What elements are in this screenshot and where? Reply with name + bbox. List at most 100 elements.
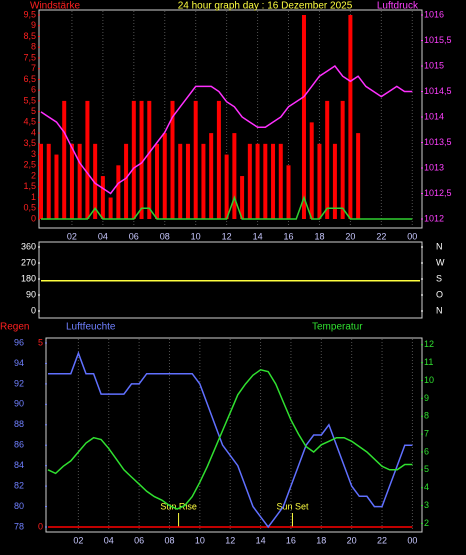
y-tick-label: 2 [31, 170, 36, 180]
y2-tick-label: 10 [424, 375, 434, 385]
x-tick-label: 12 [222, 231, 232, 241]
y3-tick-label: 5 [38, 337, 43, 347]
y-tick-label: 2,5 [23, 160, 36, 170]
wind-gust-bar [116, 165, 121, 219]
wind-gust-bar [255, 143, 260, 219]
y-tick-label: 6,5 [23, 74, 36, 84]
wind-gust-bar [325, 100, 330, 219]
y-tick-label: 6 [31, 85, 36, 95]
y2-tick-label: 1012,5 [424, 188, 452, 198]
y2-tick-label: 1013,5 [424, 137, 452, 147]
wind-gust-bar [54, 154, 59, 219]
x-tick-label: 02 [67, 231, 77, 241]
y-tick-label: 8 [31, 42, 36, 52]
y3-tick-label: 0 [38, 521, 43, 531]
y-tick-label: 88 [14, 419, 24, 429]
wind-gust-bar [124, 143, 129, 219]
y2-tick-label: 1014,5 [424, 86, 452, 96]
y2-tick-label: 1015 [424, 60, 444, 70]
y-tick-label: 0 [31, 213, 36, 223]
x-tick-label: 06 [134, 535, 144, 545]
y-tick-label: 360 [21, 241, 36, 251]
wind-gust-bar [108, 197, 113, 219]
wind-gust-bar [193, 100, 198, 219]
x-tick-label: 02 [73, 535, 83, 545]
y2-tick-label: 9 [424, 393, 429, 403]
y-tick-label: 1,5 [23, 181, 36, 191]
y-tick-label: 94 [14, 358, 24, 368]
wind-gust-bar [271, 143, 276, 219]
panel-label: Temperatur [312, 322, 363, 333]
wind-gust-bar [155, 143, 160, 219]
plot-frame [38, 9, 423, 229]
x-tick-label: 04 [104, 535, 114, 545]
series-line [47, 368, 413, 510]
wind-gust-bar [201, 143, 206, 219]
wind-gust-bar [224, 154, 229, 219]
y-tick-label: 5 [31, 106, 36, 116]
panel-label: Windstärke [30, 1, 80, 12]
panel-label: Regen [0, 322, 29, 333]
x-tick-label: 22 [376, 231, 386, 241]
y-tick-label: 180 [21, 273, 36, 283]
y2-tick-label: N [436, 305, 443, 315]
wind-gust-bar [216, 100, 221, 219]
wind-gust-bar [278, 143, 283, 219]
x-tick-label: 16 [284, 231, 294, 241]
x-tick-label: 22 [377, 535, 387, 545]
wind-gust-bar [100, 176, 105, 219]
wind-gust-bar [178, 143, 183, 219]
x-tick-label: 06 [129, 231, 139, 241]
y-tick-label: 8,5 [23, 31, 36, 41]
y2-tick-label: 1013 [424, 162, 444, 172]
wind-gust-bar [209, 133, 214, 219]
y-tick-label: 96 [14, 337, 24, 347]
x-tick-label: 04 [98, 231, 108, 241]
x-tick-label: 16 [286, 535, 296, 545]
y-tick-label: 9 [31, 20, 36, 30]
plot-frame [45, 337, 423, 533]
y2-tick-label: 8 [424, 411, 429, 421]
y-tick-label: 3 [31, 149, 36, 159]
y-tick-label: 270 [21, 257, 36, 267]
wind-gust-bar [162, 133, 167, 219]
y-tick-label: 0 [31, 305, 36, 315]
y2-tick-label: 1014 [424, 111, 444, 121]
y2-tick-label: O [436, 289, 443, 299]
x-tick-label: 08 [164, 535, 174, 545]
y-tick-label: 9,5 [23, 9, 36, 19]
y2-tick-label: W [436, 257, 445, 267]
y-tick-label: 84 [14, 460, 24, 470]
y2-tick-label: 11 [424, 357, 433, 367]
y-tick-label: 7 [31, 63, 36, 73]
y-tick-label: 7,5 [23, 52, 36, 62]
y-tick-label: 0,5 [23, 203, 36, 213]
wind-gust-bar [170, 100, 175, 219]
wind-gust-bar [232, 133, 237, 219]
y2-tick-label: 2 [424, 518, 429, 528]
wind-gust-bar [131, 100, 136, 219]
y2-tick-label: 12 [424, 339, 434, 349]
wind-gust-bar [240, 176, 245, 219]
x-tick-label: 00 [407, 231, 417, 241]
wind-gust-bar [332, 143, 337, 219]
panel-label: Luftdruck [377, 1, 419, 12]
panel-label: Luftfeuchte [66, 322, 116, 333]
x-tick-label: 14 [256, 535, 266, 545]
y-tick-label: 86 [14, 440, 24, 450]
y2-tick-label: S [436, 273, 442, 283]
annotation: Sun Rise [160, 501, 197, 511]
wind-gust-bar [62, 100, 67, 219]
y-tick-label: 90 [14, 399, 24, 409]
wind-gust-bar [185, 143, 190, 219]
y2-tick-label: 4 [424, 482, 429, 492]
y-tick-label: 1 [31, 192, 36, 202]
y-tick-label: 80 [14, 501, 24, 511]
wind-gust-bar [340, 100, 345, 219]
x-tick-label: 20 [345, 231, 355, 241]
wind-gust-bar [317, 143, 322, 219]
y-tick-label: 4 [31, 127, 36, 137]
y2-tick-label: 1015,5 [424, 35, 452, 45]
x-tick-label: 10 [195, 535, 205, 545]
